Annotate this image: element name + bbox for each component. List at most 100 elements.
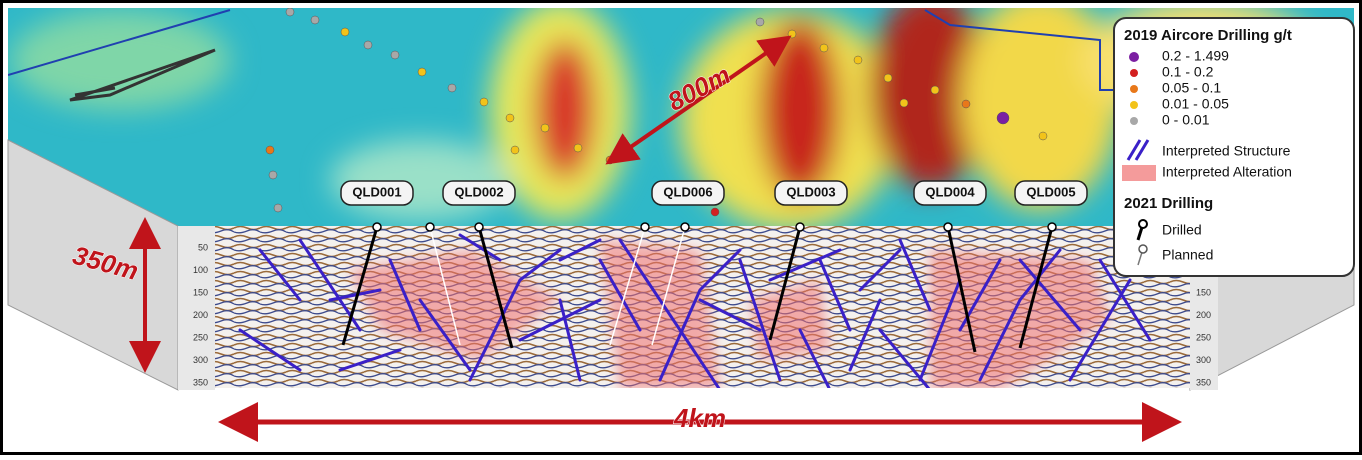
drill-trace — [1018, 226, 1054, 349]
sample-point — [273, 203, 283, 213]
drill-collar — [372, 222, 382, 232]
hole-label-box — [442, 180, 516, 206]
interpreted-structure — [1018, 258, 1082, 332]
sample-point — [573, 143, 583, 153]
hole-label: QLD003 — [786, 184, 835, 199]
seismic-section — [215, 226, 1190, 388]
legend-grade: 0.2 - 1.499 — [1162, 48, 1229, 64]
legend-swatch — [1130, 101, 1138, 109]
depth-tick-label: 300 — [193, 355, 208, 365]
interpreted-structure — [1068, 278, 1132, 382]
interpreted-structure — [468, 248, 562, 382]
interpreted-structure — [258, 248, 302, 302]
interpreted-structure — [328, 288, 382, 302]
depth-tick-label: 150 — [193, 287, 208, 297]
sample-point — [340, 27, 350, 37]
interpreted-structure — [848, 298, 882, 372]
sample-point — [930, 85, 940, 95]
hole-label-box — [651, 180, 725, 206]
hole-label: QLD001 — [352, 184, 401, 199]
drill-collar — [680, 222, 690, 232]
sample-point — [268, 170, 278, 180]
drill-trace — [651, 226, 686, 346]
sample-point — [961, 99, 971, 109]
legend-swatch — [1130, 69, 1138, 77]
sample-point — [819, 43, 829, 53]
interpreted-structure — [898, 238, 932, 312]
interpreted-structure — [558, 298, 582, 382]
sample-point — [755, 17, 765, 27]
sample-point — [996, 111, 1010, 125]
drill-trace — [429, 226, 461, 346]
drill-collar — [640, 222, 650, 232]
depth-tick-label: 200 — [1196, 310, 1211, 320]
hole-label: QLD004 — [925, 184, 975, 199]
interpreted-structure — [238, 328, 302, 372]
depth-tick-label: 350 — [193, 377, 208, 387]
depth-tick-label: 50 — [198, 242, 208, 252]
interpreted-structure — [518, 298, 602, 342]
interpreted-structure — [298, 238, 362, 332]
drill-trace — [609, 226, 646, 346]
drill-collar — [795, 222, 805, 232]
sample-point — [510, 145, 520, 155]
interpreted-structure — [918, 278, 962, 382]
drill-trace — [946, 226, 977, 353]
interpreted-structure — [978, 248, 1062, 382]
interpreted-structure — [768, 248, 842, 282]
interpreted-structure — [818, 258, 852, 332]
interpreted-structure — [388, 258, 422, 332]
interpreted-structure — [458, 233, 502, 262]
drill-trace — [477, 226, 514, 349]
sample-point — [479, 97, 489, 107]
hole-label: QLD002 — [454, 184, 503, 199]
legend-grade: 0.05 - 0.1 — [1162, 80, 1221, 96]
hole-label: QLD006 — [663, 184, 712, 199]
interpreted-structure — [738, 258, 782, 382]
hole-label-box — [913, 180, 987, 206]
interpreted-structure — [1098, 258, 1152, 342]
legend-alteration: Interpreted Alteration — [1162, 164, 1292, 180]
legend-swatch — [1129, 52, 1139, 62]
legend-grade: 0.01 - 0.05 — [1162, 96, 1229, 112]
legend-planned: Planned — [1162, 247, 1213, 263]
depth-tick-label: 150 — [1196, 287, 1211, 297]
hole-label-box — [340, 180, 414, 206]
hole-label-box — [1014, 180, 1088, 206]
interpreted-structure — [698, 298, 762, 332]
sample-point — [787, 29, 797, 39]
drill-collar — [474, 222, 484, 232]
depth-tick-label: 100 — [193, 265, 208, 275]
legend-structure: Interpreted Structure — [1162, 143, 1291, 159]
legend-drilling-title: 2021 Drilling — [1124, 195, 1213, 212]
depth-tick-label: 350 — [1196, 377, 1211, 387]
legend-grade: 0.1 - 0.2 — [1162, 64, 1214, 80]
legend-title: 2019 Aircore Drilling g/t — [1124, 27, 1292, 44]
legend: 2019 Aircore Drilling g/t 0.2 - 1.4990.1… — [1113, 17, 1355, 277]
drill-trace — [768, 226, 802, 341]
sample-point — [285, 8, 295, 17]
interpreted-structure — [558, 238, 602, 262]
sample-point — [505, 113, 515, 123]
legend-swatch — [1130, 117, 1138, 125]
sample-point — [710, 207, 720, 217]
sample-point — [390, 50, 400, 60]
interpreted-structure — [598, 258, 642, 332]
length-label: 4km — [673, 403, 726, 433]
sample-point — [883, 73, 893, 83]
sample-point — [265, 145, 275, 155]
interpreted-structure — [418, 298, 472, 372]
interpreted-structure — [338, 348, 402, 372]
hole-label: QLD005 — [1026, 184, 1075, 199]
sample-point — [363, 40, 373, 50]
drill-trace — [341, 226, 379, 346]
legend-drilled: Drilled — [1162, 222, 1202, 238]
legend-grade: 0 - 0.01 — [1162, 112, 1210, 128]
drill-collar — [425, 222, 435, 232]
depth-tick-label: 200 — [193, 310, 208, 320]
sample-point — [899, 98, 909, 108]
sample-point — [417, 67, 427, 77]
interpreted-structure — [878, 328, 931, 388]
legend-swatch — [1130, 85, 1138, 93]
